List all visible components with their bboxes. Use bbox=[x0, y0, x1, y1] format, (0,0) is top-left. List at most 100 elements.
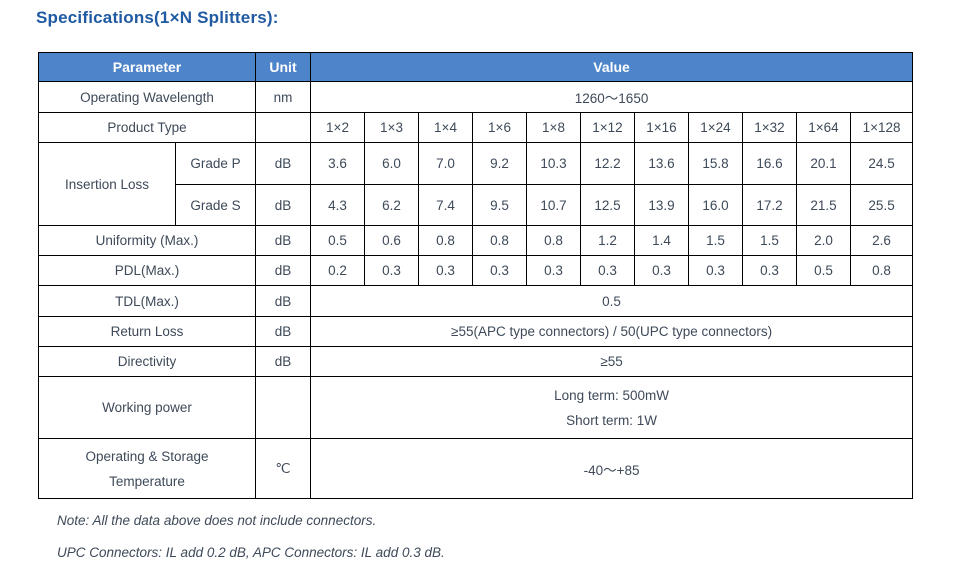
grade-s-cell: 16.0 bbox=[688, 184, 743, 226]
table-row: PDL(Max.) dB 0.2 0.3 0.3 0.3 0.3 0.3 0.3… bbox=[38, 255, 914, 286]
product-type-cell: 1×64 bbox=[796, 112, 851, 143]
product-type-cell: 1×6 bbox=[472, 112, 527, 143]
table-row: Grade S dB 4.3 6.2 7.4 9.5 10.7 12.5 13.… bbox=[39, 184, 914, 226]
grade-p-cell: 12.2 bbox=[580, 142, 635, 185]
unit-grade-p: dB bbox=[255, 142, 311, 185]
grade-p-cell: 13.6 bbox=[634, 142, 689, 185]
pdl-cell: 0.3 bbox=[472, 255, 527, 286]
product-type-cell: 1×128 bbox=[849, 112, 914, 143]
product-type-cell: 1×3 bbox=[364, 112, 419, 143]
unit-temperature: ℃ bbox=[255, 438, 311, 499]
grade-s-cell: 6.2 bbox=[364, 184, 419, 226]
value-return-loss: ≥55(APC type connectors) / 50(UPC type c… bbox=[309, 316, 914, 347]
unit-tdl: dB bbox=[255, 285, 311, 317]
uniformity-cell: 1.5 bbox=[742, 225, 797, 256]
grade-s-cell: 12.5 bbox=[580, 184, 635, 226]
uniformity-cell: 2.6 bbox=[849, 225, 914, 256]
header-value: Value bbox=[309, 52, 914, 82]
product-type-cell: 1×4 bbox=[418, 112, 473, 143]
param-grade-s: Grade S bbox=[175, 184, 256, 226]
param-insertion-loss: Insertion Loss bbox=[38, 142, 176, 226]
uniformity-cell: 1.2 bbox=[580, 225, 635, 256]
grade-s-cell: 9.5 bbox=[472, 184, 527, 226]
grade-p-cell: 24.5 bbox=[849, 142, 914, 185]
uniformity-cell: 0.8 bbox=[526, 225, 581, 256]
uniformity-cell: 1.4 bbox=[634, 225, 689, 256]
grade-p-cell: 15.8 bbox=[688, 142, 743, 185]
product-type-cell: 1×16 bbox=[634, 112, 689, 143]
pdl-cell: 0.8 bbox=[849, 255, 914, 286]
grade-s-cell: 7.4 bbox=[418, 184, 473, 226]
param-grade-p: Grade P bbox=[175, 142, 256, 185]
product-type-cell: 1×24 bbox=[688, 112, 743, 143]
note-connectors: Note: All the data above does not includ… bbox=[57, 513, 377, 528]
grade-s-cell: 17.2 bbox=[742, 184, 797, 226]
working-power-short-term: Short term: 1W bbox=[566, 412, 657, 428]
pdl-cell: 0.3 bbox=[580, 255, 635, 286]
header-unit: Unit bbox=[255, 52, 311, 82]
param-pdl: PDL(Max.) bbox=[38, 255, 256, 286]
param-uniformity: Uniformity (Max.) bbox=[38, 225, 256, 256]
grade-s-cell: 4.3 bbox=[310, 184, 365, 226]
value-working-power: Long term: 500mW Short term: 1W bbox=[309, 376, 914, 439]
grade-p-cell: 10.3 bbox=[526, 142, 581, 185]
table-row: Directivity dB ≥55 bbox=[38, 346, 914, 377]
value-tdl: 0.5 bbox=[309, 285, 914, 317]
pdl-cell: 0.3 bbox=[688, 255, 743, 286]
param-directivity: Directivity bbox=[38, 346, 256, 377]
working-power-long-term: Long term: 500mW bbox=[554, 387, 669, 403]
table-row: Uniformity (Max.) dB 0.5 0.6 0.8 0.8 0.8… bbox=[38, 225, 914, 256]
param-operating-wavelength: Operating Wavelength bbox=[38, 81, 256, 113]
grade-p-cell: 6.0 bbox=[364, 142, 419, 185]
grade-s-cell: 25.5 bbox=[849, 184, 914, 226]
table-row: Working power Long term: 500mW Short ter… bbox=[38, 376, 914, 439]
unit-product-type bbox=[255, 112, 311, 143]
uniformity-cell: 0.6 bbox=[364, 225, 419, 256]
param-working-power: Working power bbox=[38, 376, 256, 439]
param-return-loss: Return Loss bbox=[38, 316, 256, 347]
pdl-cell: 0.3 bbox=[742, 255, 797, 286]
table-row: Operating & Storage Temperature ℃ -40～+8… bbox=[38, 438, 914, 499]
grade-s-cell: 21.5 bbox=[796, 184, 851, 226]
grade-s-cell: 10.7 bbox=[526, 184, 581, 226]
header-parameter: Parameter bbox=[38, 52, 256, 82]
table-row: Product Type 1×2 1×3 1×4 1×6 1×8 1×12 1×… bbox=[38, 112, 914, 143]
page-title: Specifications(1×N Splitters): bbox=[36, 8, 279, 27]
note-il-add: UPC Connectors: IL add 0.2 dB, APC Conne… bbox=[57, 545, 445, 560]
unit-working-power bbox=[255, 376, 311, 439]
spec-sheet-page: Specifications(1×N Splitters): Parameter… bbox=[0, 8, 962, 584]
product-type-cell: 1×32 bbox=[742, 112, 797, 143]
value-temperature: -40～+85 bbox=[309, 438, 914, 499]
grade-p-cell: 9.2 bbox=[472, 142, 527, 185]
unit-grade-s: dB bbox=[255, 184, 311, 226]
pdl-cell: 0.3 bbox=[364, 255, 419, 286]
uniformity-cell: 2.0 bbox=[796, 225, 851, 256]
pdl-cell: 0.3 bbox=[634, 255, 689, 286]
temperature-label-line1: Operating & Storage bbox=[85, 448, 209, 464]
uniformity-cell: 0.8 bbox=[472, 225, 527, 256]
table-row: Operating Wavelength nm 1260～1650 bbox=[38, 81, 914, 113]
param-tdl: TDL(Max.) bbox=[38, 285, 256, 317]
pdl-cell: 0.3 bbox=[418, 255, 473, 286]
specifications-table: Parameter Unit Value Operating Wavelengt… bbox=[38, 52, 914, 499]
uniformity-cell: 0.5 bbox=[310, 225, 365, 256]
pdl-cell: 0.5 bbox=[796, 255, 851, 286]
product-type-cell: 1×12 bbox=[580, 112, 635, 143]
table-row: Return Loss dB ≥55(APC type connectors) … bbox=[38, 316, 914, 347]
unit-pdl: dB bbox=[255, 255, 311, 286]
grade-p-cell: 20.1 bbox=[796, 142, 851, 185]
uniformity-cell: 0.8 bbox=[418, 225, 473, 256]
grade-p-cell: 7.0 bbox=[418, 142, 473, 185]
product-type-cell: 1×2 bbox=[310, 112, 365, 143]
pdl-cell: 0.2 bbox=[310, 255, 365, 286]
unit-uniformity: dB bbox=[255, 225, 311, 256]
unit-operating-wavelength: nm bbox=[255, 81, 311, 113]
grade-s-cell: 13.9 bbox=[634, 184, 689, 226]
value-directivity: ≥55 bbox=[309, 346, 914, 377]
unit-return-loss: dB bbox=[255, 316, 311, 347]
table-row: Insertion Loss Grade P dB 3.6 6.0 7.0 9.… bbox=[38, 142, 914, 226]
param-product-type: Product Type bbox=[38, 112, 256, 143]
table-row: TDL(Max.) dB 0.5 bbox=[38, 285, 914, 317]
param-temperature: Operating & Storage Temperature bbox=[38, 438, 256, 499]
notes-section: Note: All the data above does not includ… bbox=[57, 513, 962, 560]
